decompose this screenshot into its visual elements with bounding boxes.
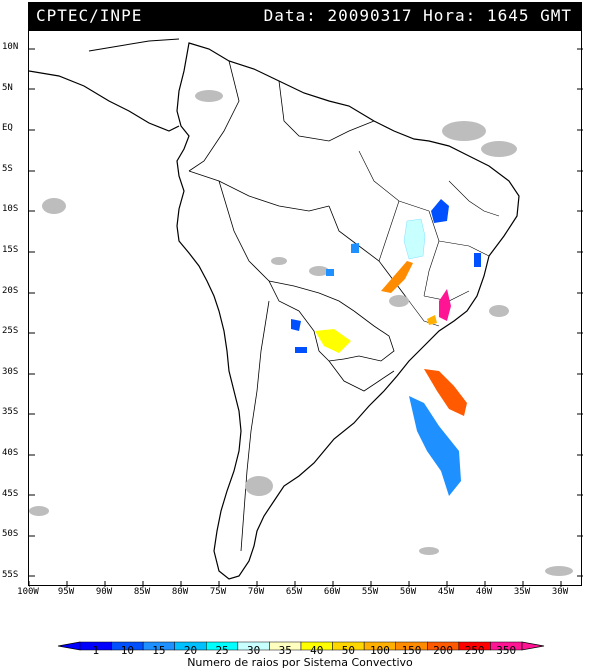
lon-ticks xyxy=(29,581,562,587)
lat-label: EQ xyxy=(2,123,13,134)
lon-label: 40W xyxy=(475,587,493,597)
convective-systems xyxy=(291,199,481,496)
colorbar-tick-label: 35 xyxy=(278,644,292,657)
storm-cell xyxy=(409,396,461,496)
colorbar-tick-label: 200 xyxy=(433,644,453,657)
colorbar xyxy=(57,641,545,651)
south-america-outline xyxy=(176,42,520,580)
caribbean-coast xyxy=(88,38,180,52)
lat-label: 40S xyxy=(2,448,19,458)
lon-label: 45W xyxy=(437,587,455,597)
storm-cell xyxy=(326,269,334,276)
storm-cell xyxy=(403,218,426,260)
map-frame xyxy=(28,30,583,587)
colorbar-tick-label: 10 xyxy=(120,644,134,657)
lon-label: 85W xyxy=(133,587,151,597)
lon-label: 65W xyxy=(285,587,303,597)
lat-label: 35S xyxy=(2,407,19,418)
lon-label: 50W xyxy=(399,587,417,597)
lat-label: 30S xyxy=(2,366,19,377)
colorbar-tick-label: 150 xyxy=(401,644,422,657)
colorbar-tick-label: 20 xyxy=(183,644,198,657)
storm-cell xyxy=(431,199,449,223)
lat-label: 45S xyxy=(2,488,19,499)
colorbar-right-arrow xyxy=(521,641,545,651)
storm-cell xyxy=(474,253,481,267)
lon-label: 95W xyxy=(57,587,75,597)
lon-label: 60W xyxy=(323,587,341,597)
storm-cell xyxy=(291,319,301,331)
lat-label: 15S xyxy=(2,245,19,255)
lon-label: 90W xyxy=(95,587,113,597)
storm-cell xyxy=(439,289,451,321)
colorbar-caption: Numero de raios por Sistema Convectivo xyxy=(187,656,413,669)
lat-label: 10S xyxy=(2,204,19,215)
datetime-label: Data: 20090317 Hora: 1645 GMT xyxy=(263,6,572,25)
storm-cell xyxy=(424,369,467,416)
lon-label: 100W xyxy=(17,587,39,597)
lon-label: 35W xyxy=(513,587,531,597)
colorbar-tick-label: 350 xyxy=(496,644,517,657)
state-borders xyxy=(358,150,500,327)
lat-ticks xyxy=(29,48,583,577)
lat-label: 5S xyxy=(2,163,13,174)
colorbar-tick-label: 15 xyxy=(152,644,166,657)
storm-cell xyxy=(295,347,307,353)
colorbar-tick-label: 50 xyxy=(341,644,355,657)
colorbar-tick-label: 40 xyxy=(310,644,324,657)
lat-label: 50S xyxy=(2,529,19,540)
central-america-outline xyxy=(29,70,180,132)
lon-label: 70W xyxy=(247,587,265,597)
lon-label: 75W xyxy=(209,587,227,597)
colorbar-tick-label: 100 xyxy=(369,644,390,657)
country-borders xyxy=(188,60,410,552)
lat-label: 5N xyxy=(2,82,13,93)
storm-cell xyxy=(381,261,413,293)
colorbar-tick-label: 25 xyxy=(215,644,229,657)
lat-label: 25S xyxy=(2,326,19,337)
map-canvas xyxy=(29,38,583,587)
lon-label: 30W xyxy=(551,587,569,597)
colorbar-left-arrow xyxy=(57,641,81,651)
lon-label: 80W xyxy=(171,587,189,597)
storm-cell xyxy=(315,329,351,353)
colorbar-tick-label: 250 xyxy=(464,644,485,657)
storm-cell xyxy=(427,315,437,325)
map-header: CPTEC/INPE Data: 20090317 Hora: 1645 GMT xyxy=(28,2,582,30)
storm-cell xyxy=(351,243,359,253)
cloud-areas xyxy=(29,90,573,576)
colorbar-tick-label: 30 xyxy=(247,644,261,657)
source-label: CPTEC/INPE xyxy=(36,6,143,25)
colorbar-tick-label: 1 xyxy=(92,644,100,657)
lat-label: 55S xyxy=(2,569,19,580)
lat-label: 10N xyxy=(2,42,19,52)
lon-label: 55W xyxy=(361,587,379,597)
lat-label: 20S xyxy=(2,285,19,296)
